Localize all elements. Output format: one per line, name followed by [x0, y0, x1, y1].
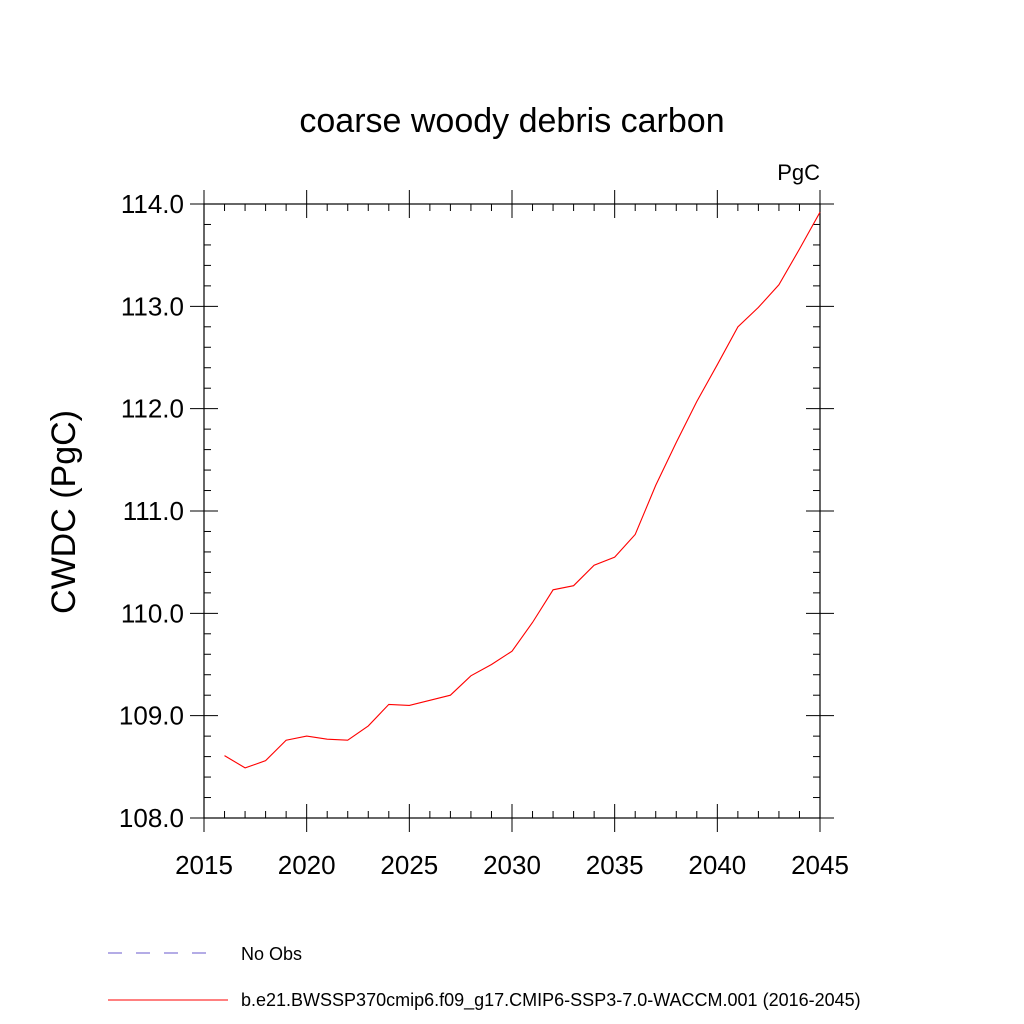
- y-tick-label: 111.0: [123, 496, 184, 526]
- series-line-0: [224, 211, 821, 769]
- x-tick-label: 2015: [175, 850, 233, 880]
- y-tick-label: 112.0: [121, 394, 184, 424]
- minor-ticks: [204, 204, 820, 818]
- x-tick-label: 2045: [791, 850, 849, 880]
- x-tick-label: 2035: [586, 850, 644, 880]
- plot-frame: [203, 203, 821, 819]
- series-lines: [224, 211, 821, 769]
- y-tick-label: 109.0: [119, 701, 184, 731]
- x-tick-label: 2020: [278, 850, 336, 880]
- legend-label-no-obs: No Obs: [241, 944, 302, 964]
- x-tick-labels: 2015 2020 2025 2030 2035 2040 2045: [175, 850, 849, 880]
- major-ticks: [190, 190, 834, 832]
- legend-label-model: b.e21.BWSSP370cmip6.f09_g17.CMIP6-SSP3-7…: [241, 990, 861, 1011]
- x-tick-label: 2040: [688, 850, 746, 880]
- units-label: PgC: [777, 160, 820, 185]
- y-tick-labels: 108.0 109.0 110.0 111.0 112.0 113.0 114.0: [119, 189, 184, 833]
- y-axis-label: CWDC (PgC): [45, 410, 83, 614]
- y-tick-label: 108.0: [119, 803, 184, 833]
- y-tick-label: 114.0: [121, 189, 184, 219]
- legend: No Obs b.e21.BWSSP370cmip6.f09_g17.CMIP6…: [108, 944, 861, 1011]
- x-tick-label: 2025: [380, 850, 438, 880]
- y-tick-label: 110.0: [121, 598, 184, 628]
- chart-title: coarse woody debris carbon: [299, 102, 724, 140]
- y-tick-label: 113.0: [121, 291, 184, 321]
- x-tick-label: 2030: [483, 850, 541, 880]
